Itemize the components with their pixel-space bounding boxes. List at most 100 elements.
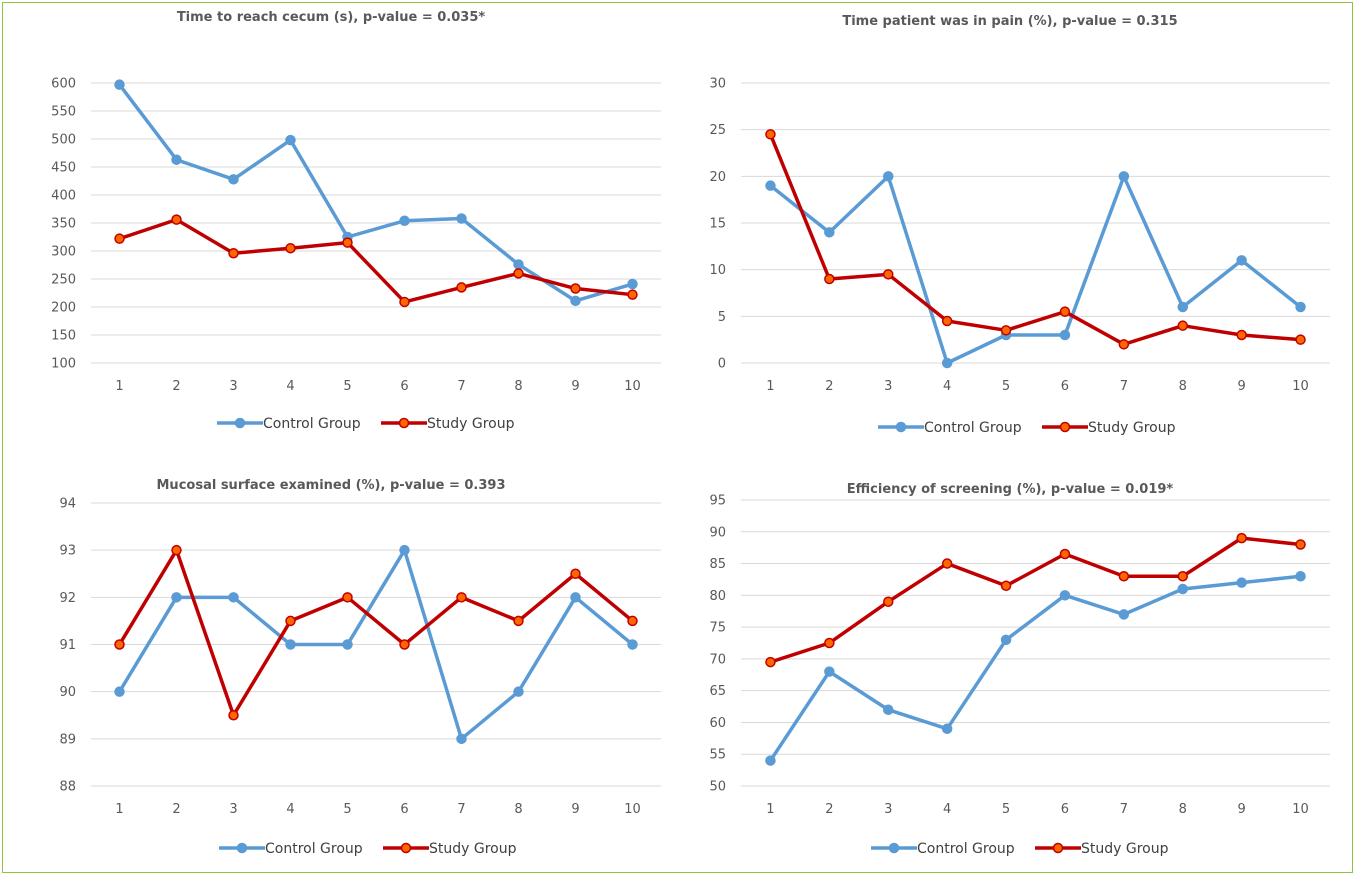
y-tick-label: 93 [59, 544, 76, 559]
data-point-control [1059, 329, 1071, 341]
data-point-control [1118, 609, 1130, 620]
data-point-study [171, 214, 182, 225]
data-point-study [627, 615, 638, 627]
series-line-control [118, 548, 634, 741]
x-tick-label: 3 [229, 802, 237, 817]
data-point-control [883, 171, 894, 182]
data-point-study [1059, 306, 1071, 317]
x-tick-label: 4 [943, 802, 951, 817]
chart-time-in-pain: Time patient was in pain (%), p-value = … [709, 14, 1330, 436]
data-point-control [1295, 571, 1306, 582]
y-tick-label: 89 [59, 732, 76, 747]
y-tick-label: 75 [709, 621, 726, 636]
legend-marker-study [1052, 842, 1064, 854]
data-point-control [1236, 255, 1247, 266]
data-point-control [570, 592, 581, 603]
y-tick-label: 50 [709, 780, 726, 795]
data-point-study [765, 129, 776, 140]
y-tick-label: 10 [709, 263, 726, 278]
x-tick-label: 6 [400, 379, 408, 394]
data-point-control [1177, 583, 1188, 595]
legend-label-study: Study Group [1081, 841, 1169, 857]
series-line-study [118, 548, 634, 717]
x-tick-label: 9 [571, 802, 579, 817]
y-tick-label: 30 [709, 77, 726, 92]
data-point-control [285, 639, 296, 650]
legend-marker-control [234, 417, 246, 429]
y-tick-label: 91 [59, 638, 76, 653]
data-point-study [513, 268, 524, 279]
y-tick-label: 70 [709, 652, 726, 667]
x-tick-label: 7 [1120, 802, 1128, 817]
data-point-study [1236, 329, 1247, 341]
data-point-control [824, 666, 835, 677]
data-point-control [171, 592, 182, 603]
x-tick-label: 2 [172, 379, 180, 394]
data-point-study [456, 282, 467, 293]
x-tick-label: 9 [1238, 802, 1246, 817]
x-tick-label: 5 [1002, 379, 1010, 394]
x-tick-label: 1 [115, 379, 123, 394]
data-point-control [342, 639, 353, 650]
chart-mucosal-surface: Mucosal surface examined (%), p-value = … [59, 478, 661, 857]
series-line-study [769, 536, 1301, 664]
data-point-study [1295, 334, 1306, 345]
data-point-study [342, 592, 353, 603]
x-tick-label: 10 [1292, 379, 1309, 394]
x-tick-label: 3 [884, 379, 892, 394]
legend-marker-control [895, 421, 907, 433]
data-point-control [171, 154, 182, 165]
data-point-study [765, 656, 776, 668]
data-point-study [114, 233, 125, 244]
y-tick-label: 400 [51, 189, 76, 204]
data-point-control [399, 544, 410, 556]
y-tick-label: 450 [51, 161, 76, 176]
y-tick-label: 0 [718, 357, 726, 372]
x-tick-label: 2 [825, 802, 833, 817]
data-point-control [513, 259, 524, 270]
data-point-study [941, 315, 953, 327]
x-tick-label: 5 [343, 802, 351, 817]
figure-canvas: Time to reach cecum (s), p-value = 0.035… [51, 10, 1330, 857]
x-tick-label: 10 [624, 379, 641, 394]
x-tick-label: 1 [766, 379, 774, 394]
data-point-study [456, 592, 467, 603]
data-point-study [228, 710, 239, 721]
data-point-control [824, 227, 835, 238]
x-tick-label: 9 [1238, 379, 1246, 394]
data-point-control [1000, 634, 1012, 646]
x-tick-label: 7 [457, 379, 465, 394]
series-line-control [769, 174, 1302, 365]
data-point-study [570, 568, 581, 579]
series-line-control [118, 83, 633, 303]
x-tick-label: 3 [229, 379, 237, 394]
data-point-study [941, 558, 953, 569]
data-point-control [228, 174, 239, 185]
data-point-study [1000, 580, 1012, 592]
data-point-study [171, 544, 182, 556]
data-point-control [1177, 301, 1188, 313]
data-point-control [1118, 171, 1130, 182]
y-tick-label: 60 [709, 716, 726, 731]
legend-label-study: Study Group [427, 416, 515, 432]
y-tick-label: 350 [51, 217, 76, 232]
data-point-control [114, 686, 125, 697]
x-tick-label: 8 [1179, 802, 1187, 817]
x-tick-label: 7 [1120, 379, 1128, 394]
y-tick-label: 55 [709, 748, 726, 763]
data-point-study [285, 615, 296, 627]
y-tick-label: 5 [718, 310, 726, 325]
legend-label-control: Control Group [924, 420, 1022, 436]
y-tick-label: 600 [51, 77, 76, 92]
x-tick-label: 3 [884, 802, 892, 817]
x-tick-label: 10 [624, 802, 641, 817]
y-tick-label: 150 [51, 329, 76, 344]
data-point-study [513, 615, 524, 627]
data-point-control [765, 180, 776, 191]
series-line-study [118, 217, 633, 304]
data-point-control [941, 723, 953, 735]
x-tick-label: 1 [115, 802, 123, 817]
data-point-control [570, 295, 581, 307]
x-tick-label: 10 [1292, 802, 1309, 817]
